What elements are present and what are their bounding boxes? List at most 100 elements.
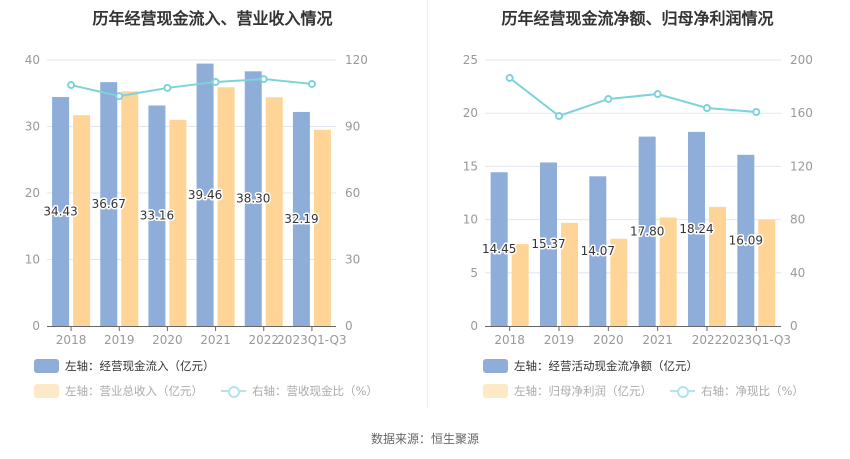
legend-row-2: 左轴：营业总收入（亿元） 右轴：营收现金比（%） — [34, 383, 378, 399]
line-point — [555, 111, 563, 120]
bar-series1 — [292, 111, 310, 327]
line-point — [703, 104, 711, 113]
line-point — [115, 92, 124, 101]
x-tick-label: 2020 — [152, 333, 183, 347]
bar-series1 — [589, 176, 607, 326]
y-left-tick: 25 — [463, 53, 478, 67]
y-right-tick: 0 — [790, 319, 798, 333]
y-right-tick: 160 — [790, 106, 813, 120]
x-tick-label: 2018 — [494, 333, 525, 347]
bar-value-label: 16.09 — [729, 233, 763, 247]
bar-value-label: 34.43 — [43, 205, 77, 219]
bar-series2 — [121, 91, 139, 326]
y-right-tick: 120 — [790, 159, 813, 173]
bar-series2 — [169, 119, 187, 326]
bar-series2 — [561, 222, 578, 326]
bar-value-label: 33.16 — [140, 209, 174, 223]
x-tick-label: 2021 — [642, 333, 673, 347]
legend-label[interactable]: 左轴：归母净利润（亿元） — [514, 384, 652, 398]
bar-value-label: 18.24 — [679, 222, 713, 236]
line-point — [163, 83, 172, 92]
line-point — [505, 73, 514, 82]
bar-series2 — [659, 217, 677, 326]
x-tick-label: 2022 — [692, 333, 723, 347]
x-tick-label: 2019 — [104, 333, 135, 347]
bar-series1 — [148, 105, 166, 327]
bar-series1 — [52, 97, 70, 326]
x-tick-label: 2021 — [200, 333, 231, 347]
chart-panel-cash-inflow: 历年经营现金流入、营业收入情况 0 0 10 30 20 60 30 90 40 120 2018 2… — [0, 0, 425, 410]
bar-series1 — [244, 71, 262, 327]
bar-value-label: 17.80 — [630, 224, 664, 238]
y-left-tick: 30 — [25, 120, 40, 134]
chart-panel-net-cash: 历年经营现金流净额、归母净利润情况 0 0 5 40 10 80 15 120 20 160 25 2… — [425, 0, 850, 410]
legend-item-bar1[interactable]: 左轴：经营现金流入（亿元） — [34, 358, 215, 374]
bar-series1 — [100, 82, 118, 326]
legend-swatch-bar1 — [483, 359, 508, 373]
y-right-tick: 90 — [345, 120, 360, 134]
legend-label[interactable]: 右轴：净现比（%） — [701, 384, 804, 398]
x-tick-label: 2023Q1-Q3 — [277, 333, 346, 347]
bar-series2 — [265, 97, 283, 327]
line-point — [653, 90, 662, 99]
line-point — [67, 81, 76, 90]
bar-series2 — [511, 244, 529, 326]
x-tick-label: 2020 — [593, 333, 624, 347]
bar-series1 — [196, 63, 214, 326]
bar-value-label: 38.30 — [236, 192, 270, 206]
y-left-tick: 40 — [25, 53, 40, 67]
bar-series1 — [540, 162, 557, 326]
line-point — [307, 79, 316, 88]
legend-label: 左轴：经营现金流入（亿元） — [65, 359, 215, 373]
bar-value-label: 15.37 — [531, 237, 565, 251]
legend-swatch-bar2 — [483, 384, 508, 398]
chart-title: 历年经营现金流净额、归母净利润情况 — [501, 9, 774, 28]
line-point — [604, 94, 613, 103]
bar-value-label: 39.46 — [188, 188, 222, 202]
legend-label: 左轴：经营活动现金流净额（亿元） — [514, 359, 698, 373]
legend-item-bar1[interactable]: 左轴：经营活动现金流净额（亿元） — [483, 358, 698, 374]
panel-divider — [427, 0, 428, 408]
bar-series2 — [709, 206, 726, 326]
y-left-tick: 5 — [470, 266, 478, 280]
bar-series2 — [313, 129, 331, 326]
y-left-tick: 10 — [463, 213, 478, 227]
bar-series2 — [73, 115, 91, 326]
bar-value-label: 36.67 — [92, 197, 126, 211]
line-point — [752, 108, 761, 117]
legend-label[interactable]: 右轴：营收现金比（%） — [252, 384, 378, 398]
y-left-tick: 20 — [463, 106, 478, 120]
legend-label[interactable]: 左轴：营业总收入（亿元） — [65, 384, 203, 398]
y-right-tick: 120 — [345, 53, 368, 67]
y-right-tick: 30 — [345, 253, 360, 267]
legend-swatch-bar2 — [34, 384, 59, 398]
y-left-tick: 0 — [32, 319, 40, 333]
chart-net-cash-profit: 0 0 5 40 10 80 15 120 20 160 25 200 2018 2019 2020 2021… — [463, 53, 813, 347]
legend-line-icon — [221, 384, 246, 398]
bar-series1 — [737, 154, 755, 326]
chart-cash-inflow-revenue: 0 0 10 30 20 60 30 90 40 120 2018 2019 2020 2021 20222… — [25, 53, 368, 347]
y-left-tick: 20 — [25, 186, 40, 200]
bar-value-label: 32.19 — [284, 212, 318, 226]
y-right-tick: 60 — [345, 186, 360, 200]
legend-swatch-bar1 — [34, 359, 59, 373]
bar-series1 — [688, 131, 705, 326]
y-right-tick: 0 — [345, 319, 353, 333]
chart-title: 历年经营现金流入、营业收入情况 — [92, 9, 333, 28]
bar-series2 — [217, 87, 235, 326]
legend-line-icon — [670, 384, 695, 398]
legend-row-2: 左轴：归母净利润（亿元） 右轴：净现比（%） — [483, 383, 804, 399]
x-tick-label: 2022 — [248, 333, 279, 347]
data-source: 数据来源：恒生聚源 — [370, 432, 479, 446]
x-tick-label: 2018 — [56, 333, 87, 347]
y-left-tick: 15 — [463, 159, 478, 173]
y-right-tick: 40 — [790, 266, 805, 280]
bar-series2 — [610, 238, 628, 326]
y-left-tick: 0 — [470, 319, 478, 333]
y-right-tick: 80 — [790, 213, 805, 227]
line-series — [70, 78, 313, 98]
bar-series2 — [758, 219, 776, 326]
y-left-tick: 10 — [25, 253, 40, 267]
line-point — [211, 77, 220, 86]
bar-value-label: 14.07 — [581, 244, 615, 258]
